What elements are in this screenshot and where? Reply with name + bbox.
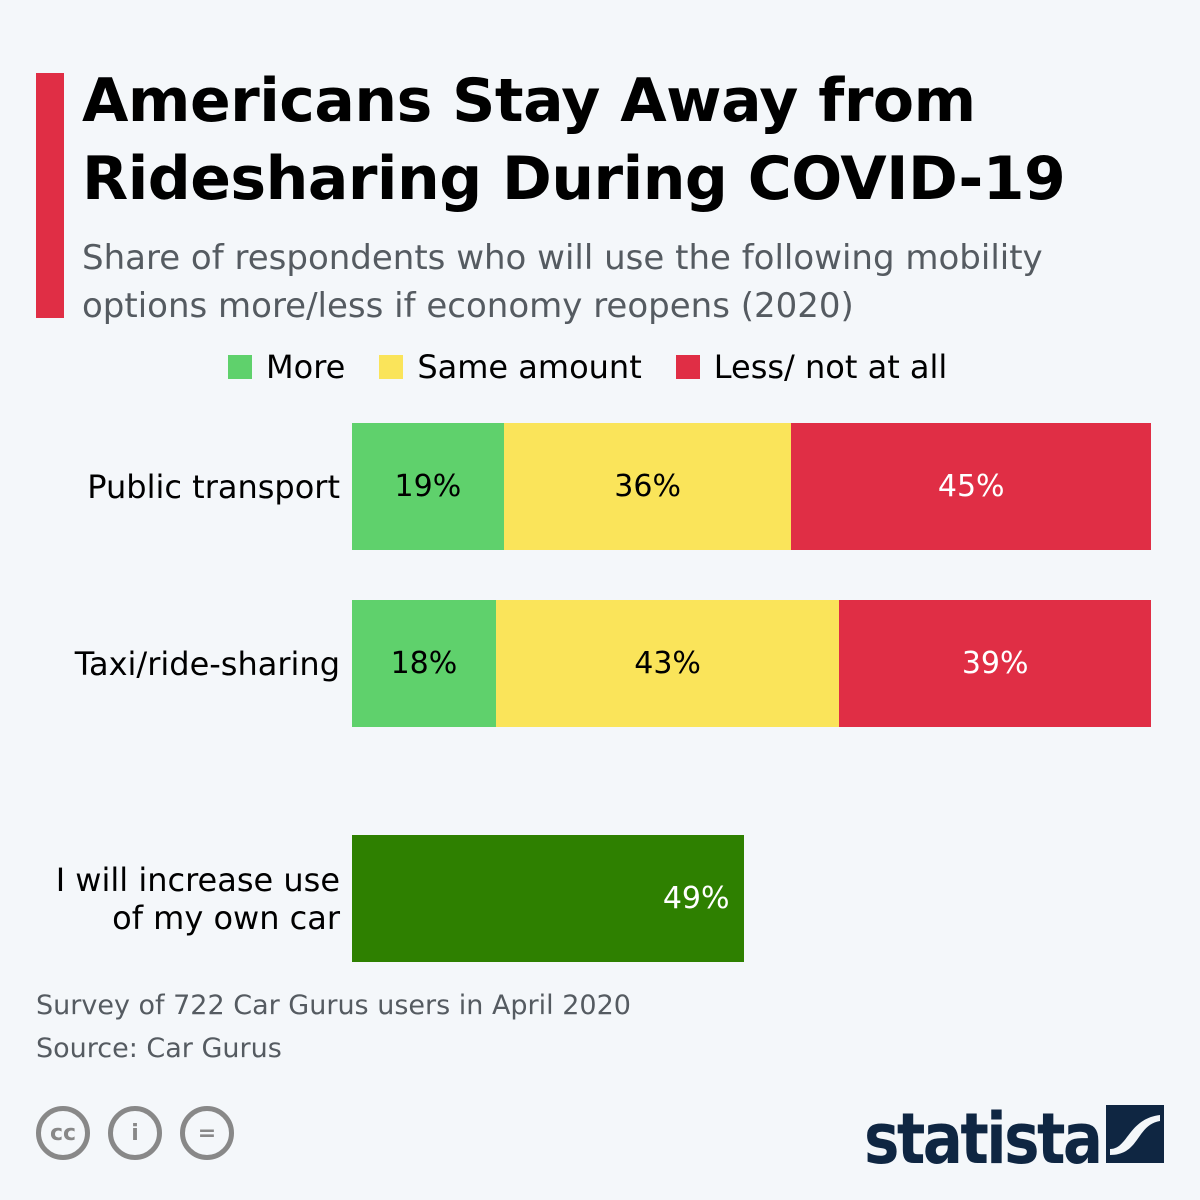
- legend-label-same: Same amount: [417, 348, 642, 386]
- bar-segment-same: 36%: [503, 423, 792, 550]
- legend-item-less: Less/ not at all: [675, 348, 948, 386]
- legend-swatch-less: [675, 355, 700, 379]
- data-label: 43%: [634, 646, 701, 681]
- title-line-2: Ridesharing During COVID-19: [82, 144, 1066, 214]
- cc-license-icon[interactable]: cc: [36, 1106, 90, 1160]
- attribution-icon[interactable]: i: [108, 1106, 162, 1160]
- source-note: Source: Car Gurus: [36, 1033, 282, 1064]
- subtitle-line-2: options more/less if economy reopens (20…: [82, 286, 854, 326]
- category-label-taxi: Taxi/ride-sharing: [74, 645, 340, 683]
- survey-note: Survey of 722 Car Gurus users in April 2…: [36, 990, 631, 1021]
- statista-logo-mark-icon: [1106, 1105, 1164, 1163]
- data-label: 18%: [390, 646, 458, 681]
- own-car-label-line-2: of my own car: [112, 899, 340, 937]
- no-derivatives-icon[interactable]: =: [180, 1106, 234, 1160]
- title-line-1: Americans Stay Away from: [82, 66, 976, 136]
- statista-logo[interactable]: statista: [864, 1098, 1103, 1180]
- legend-label-less: Less/ not at all: [713, 348, 948, 386]
- data-label: 45%: [937, 469, 1005, 504]
- legend: More Same amount Less/ not at all: [228, 348, 981, 386]
- title-accent-bar: [36, 73, 64, 318]
- data-label: 39%: [961, 646, 1029, 681]
- subtitle-line-1: Share of respondents who will use the fo…: [82, 238, 1043, 278]
- bar-segment-more: 18%: [352, 600, 496, 727]
- bar-segment-more: 19%: [352, 423, 504, 550]
- data-label: 36%: [614, 469, 681, 504]
- bar-own-car: 49%: [352, 835, 744, 962]
- bar-segment-same: 43%: [495, 600, 840, 727]
- own-car-label-line-1: I will increase use: [55, 861, 340, 899]
- legend-item-more: More: [228, 348, 345, 386]
- bar-segment-less: 45%: [791, 423, 1151, 550]
- data-label: 49%: [662, 881, 730, 916]
- legend-swatch-same: [379, 355, 404, 379]
- chart-subtitle: Share of respondents who will use the fo…: [82, 234, 1043, 330]
- chart-title: Americans Stay Away from Ridesharing Dur…: [82, 62, 1066, 218]
- legend-swatch-more: [228, 355, 252, 379]
- category-label-own-car: I will increase use of my own car: [56, 861, 340, 937]
- bar-segment-less: 39%: [839, 600, 1151, 727]
- category-label-public-transport: Public transport: [87, 468, 340, 506]
- legend-item-same: Same amount: [379, 348, 642, 386]
- data-label: 19%: [394, 469, 462, 504]
- legend-label-more: More: [266, 348, 346, 386]
